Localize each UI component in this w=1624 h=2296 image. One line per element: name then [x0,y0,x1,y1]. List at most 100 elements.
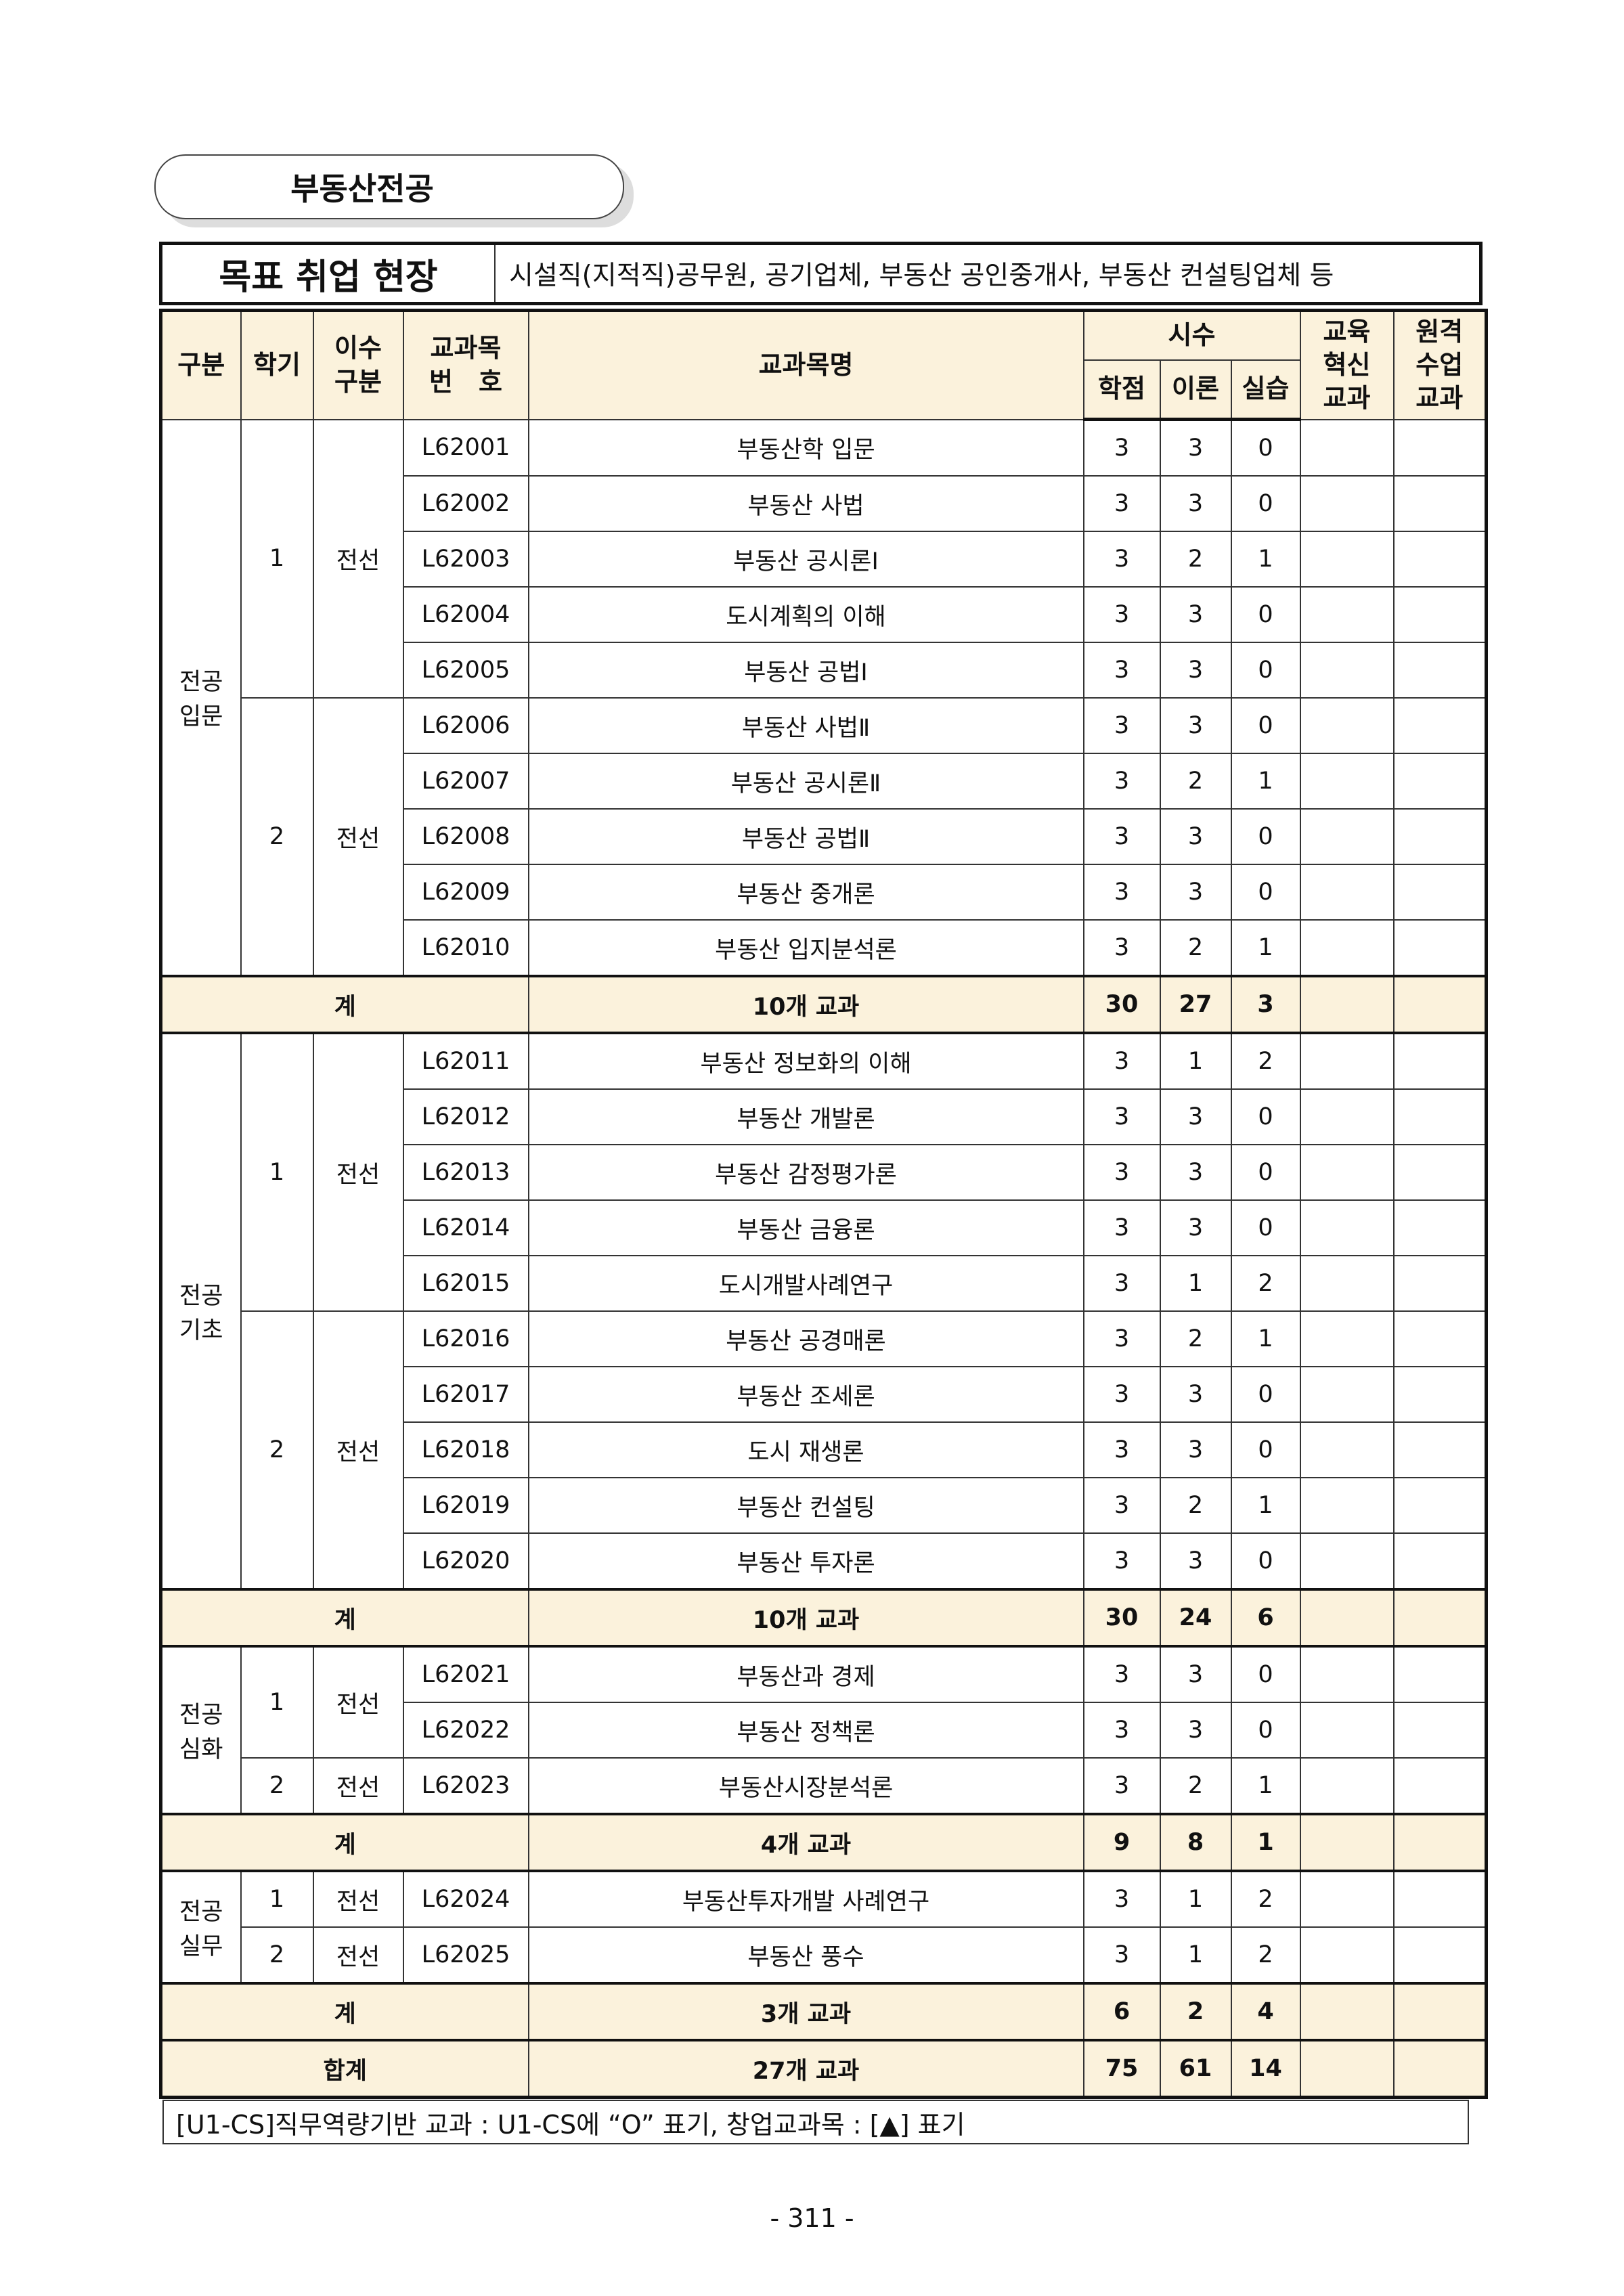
theory-cell: 2 [1159,1477,1232,1534]
practice-cell: 2 [1230,1870,1301,1928]
semester-cell: 1 [240,418,314,699]
subtotal-practice: 1 [1230,1813,1301,1872]
remote-cell [1392,1982,1487,2041]
header-credit: 학점 [1082,359,1161,421]
practice-cell: 0 [1230,697,1301,754]
course-name: 부동산 공법Ⅱ [527,808,1084,865]
header-remote: 원격 수업 교과 [1392,309,1487,420]
innov-cell [1299,1982,1395,2041]
table-row: 2 전선 L62025 부동산 풍수 3 1 2 [161,1926,1487,1984]
practice-cell: 1 [1230,1310,1301,1367]
remote-cell [1392,1255,1487,1312]
remote-cell [1392,1477,1487,1534]
theory-cell: 3 [1159,864,1232,921]
credit-cell: 3 [1082,808,1161,865]
header-category: 구분 [160,309,242,420]
remote-cell [1392,1757,1487,1815]
header-code: 교과목 번 호 [402,309,529,420]
credit-cell: 3 [1082,586,1161,643]
course-name: 부동산 감정평가론 [527,1144,1084,1201]
type-cell: 전선 [312,418,404,699]
practice-cell: 0 [1230,1199,1301,1256]
course-code: L62003 [402,531,529,588]
innov-cell [1299,808,1395,865]
credit-cell: 3 [1082,1421,1161,1478]
course-code: L62011 [402,1032,529,1090]
table-row: L62014 부동산 금융론 3 3 0 [161,1199,1487,1256]
table-row: 전공 입문 1 전선 L62001 부동산학 입문 3 3 0 [160,418,1487,977]
theory-cell: 3 [1159,1421,1232,1478]
page-number: - 311 - [770,2203,854,2233]
theory-cell: 3 [1159,1144,1232,1201]
credit-cell: 3 [1082,1310,1161,1367]
credit-cell: 3 [1082,531,1161,588]
subtotal-practice: 6 [1230,1588,1301,1648]
course-code: L62013 [402,1144,529,1201]
course-code: L62024 [402,1870,529,1928]
course-name: 부동산 정책론 [527,1702,1084,1759]
credit-cell: 3 [1082,1532,1161,1590]
course-name: 도시개발사례연구 [527,1255,1084,1312]
practice-cell: 2 [1230,1032,1301,1090]
course-code: L62007 [402,753,529,810]
subtotal-count: 10개 교과 [527,975,1084,1034]
table-row: L62019 부동산 컨설팅 3 2 1 [161,1477,1487,1534]
remote-cell [1392,1088,1487,1145]
course-name: 부동산 공시론Ⅰ [527,531,1084,588]
target-label: 목표 취업 현장 [162,245,496,302]
type-cell: 전선 [312,1310,404,1590]
practice-cell: 0 [1230,864,1301,921]
table-row: 2 전선 L62023 부동산시장분석론 3 2 1 [161,1757,1487,1815]
course-name: 부동산 공경매론 [527,1310,1084,1367]
innov-cell [1299,1421,1395,1478]
table-row: L62020 부동산 투자론 3 3 0 [161,1532,1487,1590]
credit-cell: 3 [1082,1757,1161,1815]
remote-cell [1392,1310,1487,1367]
innov-cell [1299,864,1395,921]
course-code: L62008 [402,808,529,865]
subtotal-theory: 27 [1159,975,1232,1034]
table-row: L62004 도시계획의 이해 3 3 0 [161,586,1487,643]
theory-cell: 3 [1159,475,1232,532]
credit-cell: 3 [1082,864,1161,921]
innov-cell [1299,1532,1395,1590]
subtotal-theory: 2 [1159,1982,1232,2041]
course-name: 부동산과 경제 [527,1646,1084,1703]
course-code: L62010 [402,919,529,977]
subtotal-label: 계 [160,975,529,1034]
credit-cell: 3 [1082,1144,1161,1201]
major-title-box: 부동산전공 [154,154,624,219]
innov-cell [1299,418,1395,477]
course-code: L62016 [402,1310,529,1367]
theory-cell: 2 [1159,919,1232,977]
innov-cell [1299,1813,1395,1872]
course-name: 도시 재생론 [527,1421,1084,1478]
theory-cell: 2 [1159,531,1232,588]
type-cell: 전선 [312,697,404,977]
remote-cell [1392,975,1487,1034]
course-name: 부동산시장분석론 [527,1757,1084,1815]
remote-cell [1392,1813,1487,1872]
theory-cell: 1 [1159,1255,1232,1312]
semester-cell: 2 [240,1926,314,1984]
course-name: 부동산 입지분석론 [527,919,1084,977]
remote-cell [1392,531,1487,588]
theory-cell: 1 [1159,1926,1232,1984]
theory-cell: 3 [1159,1199,1232,1256]
practice-cell: 1 [1230,753,1301,810]
innov-cell [1299,1088,1395,1145]
innov-cell [1299,919,1395,977]
header-type: 이수 구분 [312,309,404,420]
category-cell: 전공 심화 [160,1646,242,1815]
course-code: L62002 [402,475,529,532]
innov-cell [1299,531,1395,588]
target-employment: 목표 취업 현장 시설직(지적직)공무원, 공기업체, 부동산 공인중개사, 부… [159,242,1483,305]
table-row: L62003 부동산 공시론Ⅰ 3 2 1 [161,531,1487,588]
credit-cell: 3 [1082,1646,1161,1703]
theory-cell: 3 [1159,1366,1232,1423]
remote-cell [1392,1144,1487,1201]
subtotal-theory: 24 [1159,1588,1232,1648]
innov-cell [1299,1199,1395,1256]
course-name: 부동산 컨설팅 [527,1477,1084,1534]
table-row: L62013 부동산 감정평가론 3 3 0 [161,1144,1487,1201]
